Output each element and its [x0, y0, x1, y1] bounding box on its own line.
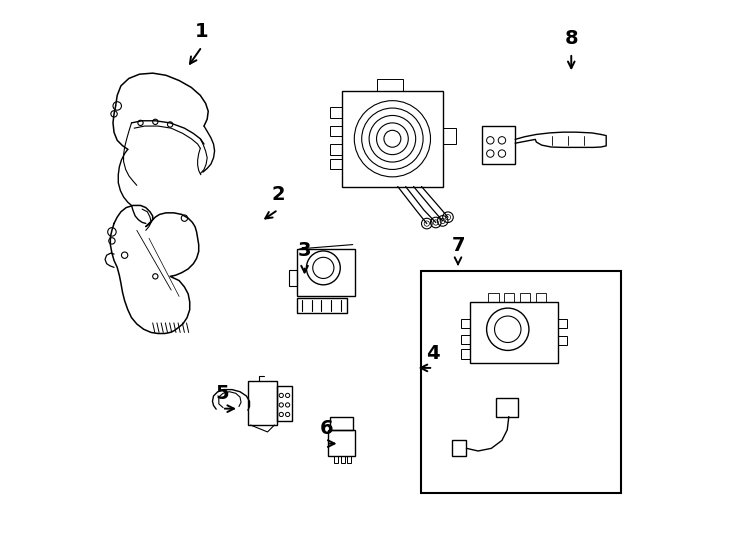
Text: 7: 7	[451, 236, 465, 255]
Text: 5: 5	[215, 384, 229, 403]
Text: 2: 2	[272, 185, 285, 204]
Text: 4: 4	[426, 343, 440, 362]
Text: 6: 6	[319, 419, 333, 438]
Text: 1: 1	[195, 22, 208, 42]
Text: 3: 3	[298, 241, 311, 260]
Text: 8: 8	[564, 29, 578, 48]
Bar	[421, 271, 621, 494]
